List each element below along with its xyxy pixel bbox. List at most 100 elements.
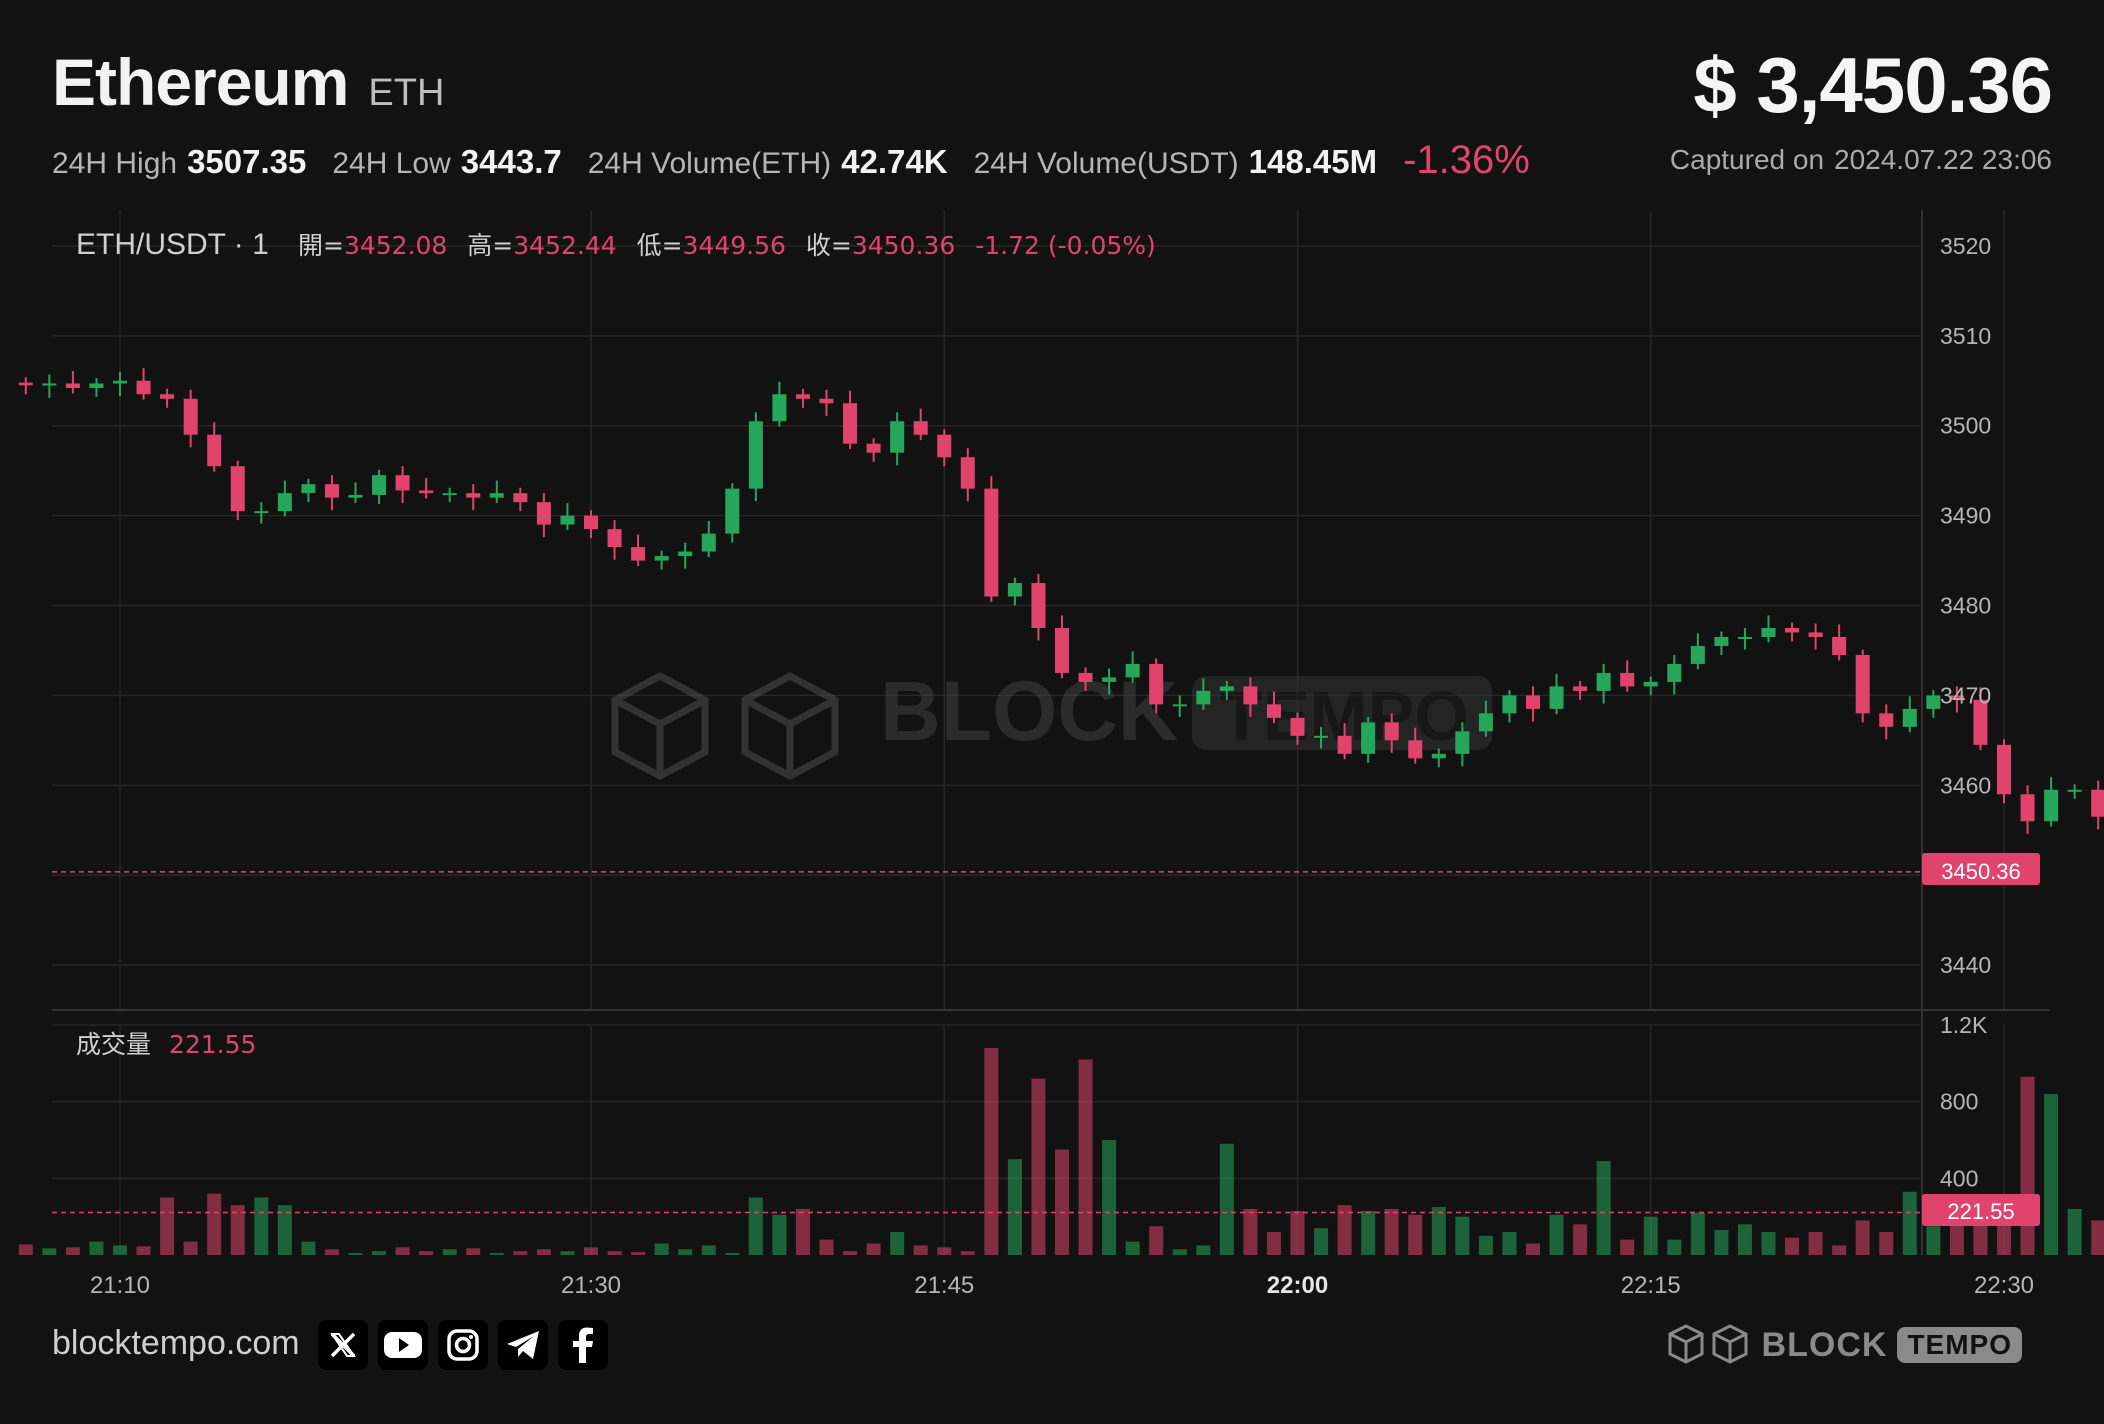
facebook-icon[interactable] — [558, 1320, 608, 1370]
candle-body — [1620, 672, 1635, 687]
volume-bar — [183, 1241, 198, 1255]
page-title: Ethereum ETH — [52, 44, 444, 120]
price-tick-label: 3470 — [1940, 682, 1991, 708]
volume-bar — [795, 1209, 810, 1255]
candle-body — [607, 529, 622, 548]
chart-grid — [52, 210, 2050, 1255]
volume-bar — [1902, 1191, 1917, 1255]
candle-body — [301, 484, 316, 494]
volume-bar — [843, 1251, 858, 1255]
volume-tick-label: 800 — [1940, 1089, 1978, 1115]
volume-bar — [2091, 1220, 2104, 1255]
volume-bar — [654, 1243, 669, 1255]
price-chart[interactable]: BLOCK TEMPO 3520 3510 3500 3490 3480 3470 3460… — [0, 0, 2104, 1300]
volume-bar — [1361, 1210, 1376, 1255]
price-tick-label: 3460 — [1940, 772, 1991, 798]
footer-site[interactable]: blocktempo.com — [52, 1324, 300, 1362]
instagram-icon[interactable] — [438, 1320, 488, 1370]
volume-bar — [160, 1197, 175, 1255]
candle-body — [1643, 681, 1658, 687]
candle-body — [277, 493, 292, 512]
candle-body — [65, 383, 80, 388]
vol-usdt-value: 148.45M — [1248, 143, 1378, 180]
open-label: 開= — [298, 231, 344, 260]
vol-usdt-label: 24H Volume(USDT) — [973, 147, 1239, 180]
candle-body — [230, 466, 245, 512]
candle-body — [42, 383, 57, 386]
candle-body — [1855, 654, 1870, 714]
time-tick-label: 22:30 — [1974, 1272, 2034, 1299]
candle-body — [1549, 686, 1564, 709]
volume-bar — [89, 1241, 104, 1255]
volume-bar — [1832, 1245, 1847, 1255]
volume-bar — [1172, 1249, 1187, 1255]
ohlc-legend: 開=3452.08 高=3452.44 低=3449.56 收=3450.36 … — [298, 231, 1156, 260]
coin-name: Ethereum — [52, 45, 349, 119]
candle-body — [1384, 722, 1399, 741]
candle-body — [960, 457, 975, 489]
candle-body — [701, 533, 716, 552]
candle-body — [819, 398, 834, 404]
volume-bar — [890, 1232, 905, 1255]
candle-body — [2020, 794, 2035, 822]
cube-logo-icon — [1668, 1324, 1748, 1364]
candle-body — [1526, 695, 1540, 709]
time-tick-label: 21:45 — [914, 1272, 974, 1299]
volume-bar — [1455, 1216, 1470, 1255]
volume-bar — [1478, 1235, 1493, 1255]
candle-body — [1902, 708, 1917, 727]
candle-body — [1737, 636, 1752, 639]
captured-value: 2024.07.22 23:06 — [1834, 144, 2052, 175]
volume-bar — [1596, 1161, 1611, 1255]
high-value: 3452.44 — [513, 231, 616, 260]
vol-eth-value: 42.74K — [841, 143, 948, 180]
volume-bar — [372, 1251, 387, 1255]
low-value: 3443.7 — [460, 143, 562, 180]
candle-body — [160, 394, 175, 399]
candle-body — [725, 488, 740, 534]
candle-body — [1596, 672, 1611, 691]
candle-body — [89, 383, 104, 388]
stats-bar: 24H High 3507.35 24H Low 3443.7 24H Volu… — [52, 138, 1530, 183]
youtube-icon[interactable] — [378, 1320, 428, 1370]
volume-bar — [301, 1241, 316, 1255]
candle-body — [1290, 717, 1305, 736]
candlesticks — [18, 368, 2104, 834]
telegram-icon[interactable] — [498, 1320, 548, 1370]
candle-body — [136, 380, 151, 395]
volume-bar — [1502, 1232, 1517, 1255]
candle-body — [1172, 704, 1187, 707]
candle-body — [513, 493, 528, 503]
volume-bar — [866, 1243, 881, 1255]
watermark-logo-icon — [611, 672, 839, 780]
candle-body — [1761, 627, 1776, 637]
candle-body — [1690, 645, 1705, 664]
volume-bar — [584, 1247, 598, 1255]
current-price: $ 3,450.36 — [1693, 41, 2053, 129]
x-icon[interactable] — [318, 1320, 368, 1370]
volume-tick-label: 400 — [1940, 1165, 1978, 1191]
volume-bar — [1196, 1245, 1211, 1255]
volume-bar — [1431, 1207, 1446, 1255]
volume-bar — [1102, 1140, 1117, 1255]
candle-body — [1455, 731, 1470, 754]
volume-bar — [1314, 1228, 1329, 1255]
candle-body — [1714, 636, 1729, 646]
volume-bar — [701, 1245, 716, 1255]
volume-bar — [1007, 1159, 1022, 1255]
volume-bar — [18, 1244, 33, 1255]
change-percent: -1.36% — [1403, 138, 1530, 182]
time-tick-label: 21:10 — [90, 1272, 150, 1299]
volume-bar — [348, 1253, 363, 1255]
candle-body — [1808, 632, 1823, 637]
volume-bar — [2044, 1094, 2059, 1255]
volume-bar — [1643, 1216, 1658, 1255]
candle-body — [654, 556, 669, 561]
volume-bar — [913, 1245, 928, 1255]
price-tick-label: 3480 — [1940, 593, 1991, 619]
candle-body — [584, 515, 598, 530]
candle-body — [913, 421, 928, 435]
watermark-tempo-box — [1192, 676, 1492, 750]
volume-bar — [1031, 1078, 1046, 1255]
candle-body — [18, 382, 33, 386]
